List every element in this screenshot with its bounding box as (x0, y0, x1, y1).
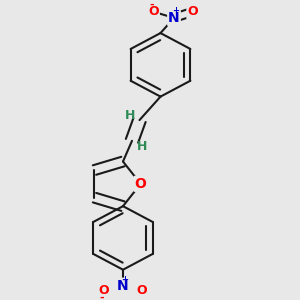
Text: O: O (135, 177, 147, 191)
Text: -: - (100, 292, 104, 300)
Text: H: H (136, 140, 147, 153)
Text: +: + (172, 7, 179, 16)
Text: O: O (187, 5, 198, 18)
Text: O: O (148, 5, 159, 18)
Text: O: O (136, 284, 147, 297)
Text: H: H (125, 109, 135, 122)
Text: N: N (117, 279, 129, 293)
Text: -: - (150, 0, 154, 10)
Text: +: + (121, 275, 128, 284)
Text: N: N (168, 11, 180, 25)
Text: O: O (98, 284, 109, 297)
